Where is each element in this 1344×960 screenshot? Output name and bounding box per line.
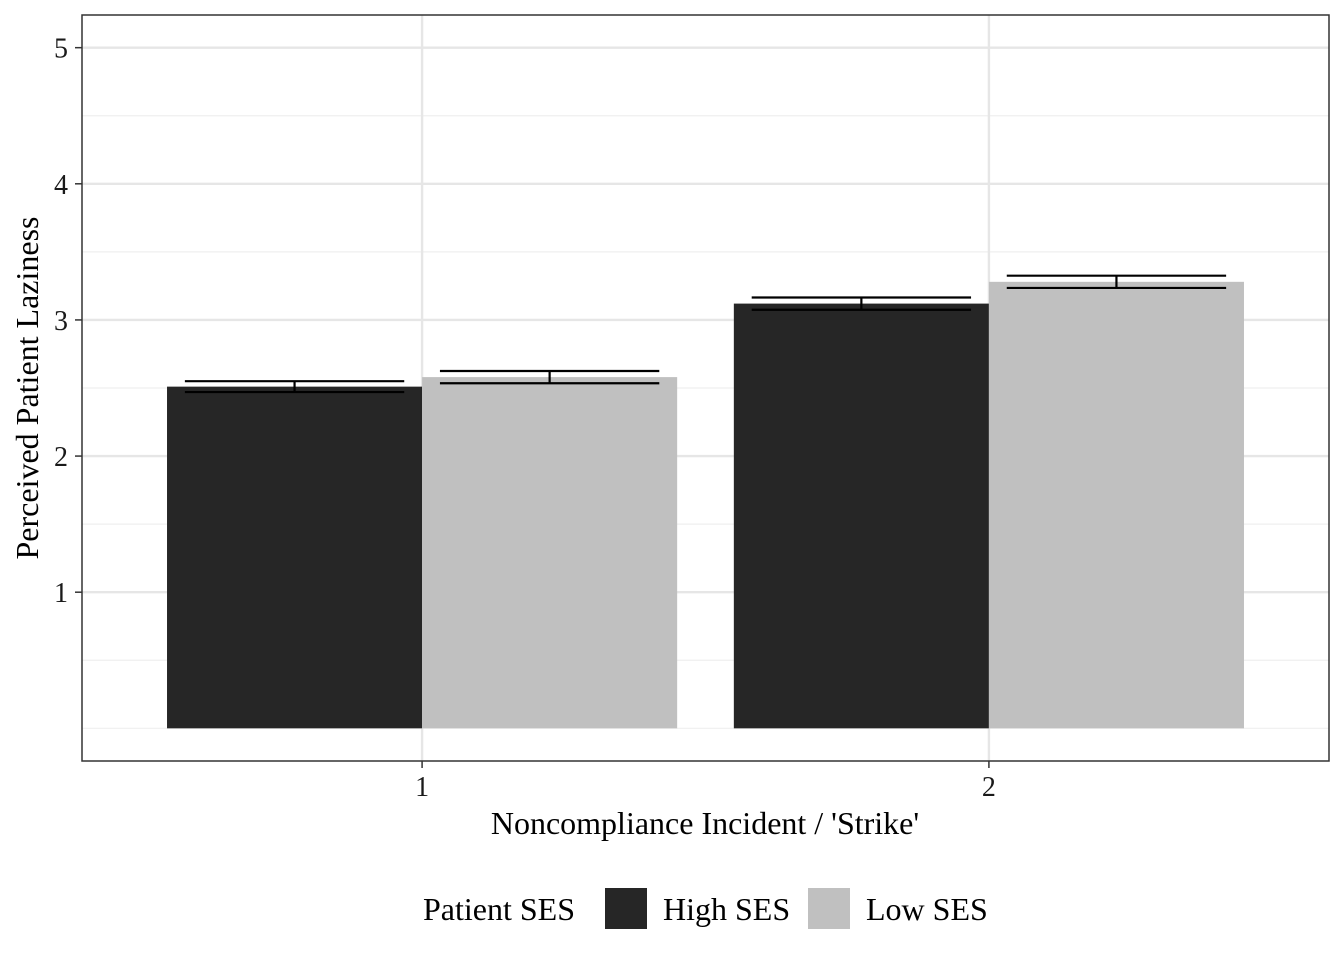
bar xyxy=(422,377,678,729)
bar xyxy=(167,386,423,729)
legend-label: Low SES xyxy=(866,891,988,927)
y-tick-label: 2 xyxy=(54,442,68,473)
y-tick-label: 3 xyxy=(54,306,68,337)
y-axis-title: Perceived Patient Laziness xyxy=(9,217,45,560)
x-axis-title: Noncompliance Incident / 'Strike' xyxy=(491,805,919,841)
y-tick-label: 4 xyxy=(54,170,68,201)
legend-key xyxy=(605,888,647,929)
bars xyxy=(167,281,1244,729)
legend: Patient SES High SES Low SES xyxy=(423,888,988,929)
bar xyxy=(733,303,989,729)
plot-panel-border xyxy=(81,14,1330,762)
legend-label: High SES xyxy=(663,891,790,927)
x-tick-label: 2 xyxy=(982,772,996,803)
x-tick-label: 1 xyxy=(415,772,429,803)
bar xyxy=(988,281,1244,729)
y-tick-label: 5 xyxy=(54,34,68,65)
legend-items: High SES Low SES xyxy=(605,888,988,929)
y-tick-label: 1 xyxy=(54,578,68,609)
legend-title: Patient SES xyxy=(423,891,575,927)
error-bars xyxy=(184,274,1227,394)
y-axis-ticks: 1 2 3 4 5 xyxy=(54,34,82,609)
legend-key xyxy=(808,888,850,929)
